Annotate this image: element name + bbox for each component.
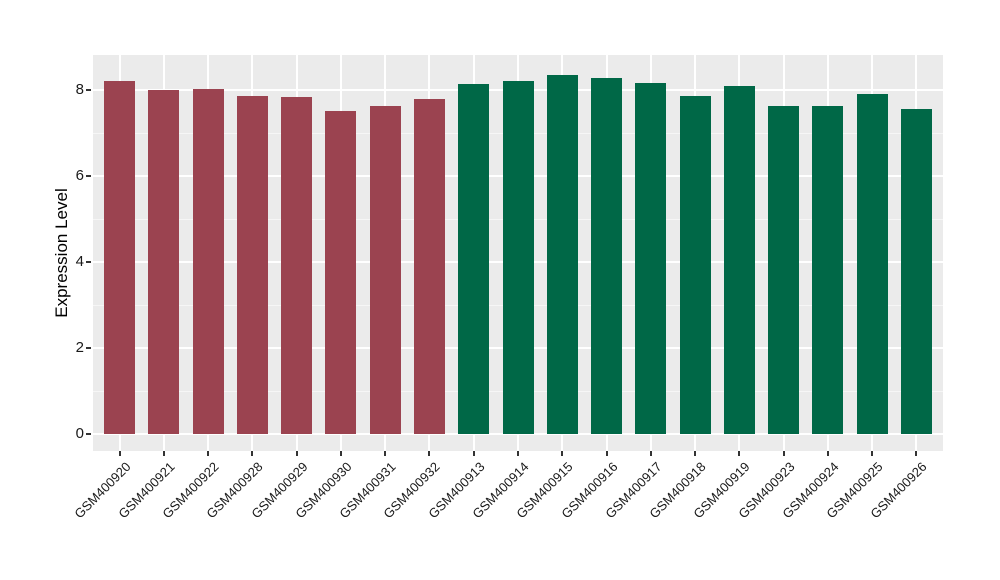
x-tick-mark	[162, 451, 165, 456]
bar-GSM400921	[148, 90, 180, 434]
bar-GSM400919	[723, 85, 755, 434]
plot-panel	[93, 55, 943, 451]
bar-GSM400926	[900, 109, 932, 434]
x-tick-mark	[428, 451, 431, 456]
bar-GSM400920	[104, 80, 136, 434]
y-tick-mark	[86, 175, 91, 177]
bar-GSM400924	[812, 105, 844, 434]
y-tick-label: 2	[75, 339, 84, 356]
x-tick-mark	[118, 451, 121, 456]
x-tick-mark	[561, 451, 564, 456]
x-tick-mark	[738, 451, 741, 456]
bar-GSM400923	[768, 105, 800, 434]
bar-GSM400918	[679, 96, 711, 434]
y-tick-label: 8	[75, 81, 84, 98]
y-tick-mark	[86, 347, 91, 349]
bar-GSM400913	[458, 84, 490, 434]
bar-GSM400930	[325, 110, 357, 434]
y-tick-mark	[86, 433, 91, 435]
x-tick-mark	[826, 451, 829, 456]
x-tick-mark	[605, 451, 608, 456]
x-tick-mark	[207, 451, 210, 456]
bar-GSM400925	[856, 94, 888, 434]
x-tick-mark	[915, 451, 918, 456]
x-tick-mark	[694, 451, 697, 456]
x-tick-mark	[649, 451, 652, 456]
bar-GSM400915	[546, 74, 578, 434]
bar-GSM400922	[192, 88, 224, 434]
y-tick-mark	[86, 89, 91, 91]
bar-GSM400932	[413, 98, 445, 434]
y-tick-label: 6	[75, 167, 84, 184]
x-tick-mark	[295, 451, 298, 456]
x-tick-mark	[782, 451, 785, 456]
y-tick-label: 0	[75, 425, 84, 442]
bar-GSM400914	[502, 81, 534, 434]
x-tick-mark	[517, 451, 519, 456]
bar-GSM400928	[236, 95, 268, 434]
y-axis-title: Expression Level	[52, 188, 71, 318]
x-tick-mark	[251, 451, 254, 456]
x-tick-mark	[339, 451, 342, 456]
y-tick-label: 4	[75, 253, 84, 270]
x-tick-mark	[384, 451, 387, 456]
x-tick-mark	[871, 451, 874, 456]
y-tick-mark	[86, 261, 91, 263]
bar-GSM400917	[635, 82, 667, 434]
bar-GSM400916	[591, 78, 623, 434]
x-tick-mark	[472, 451, 475, 456]
bar-GSM400931	[369, 106, 401, 434]
bar-GSM400929	[281, 96, 313, 434]
